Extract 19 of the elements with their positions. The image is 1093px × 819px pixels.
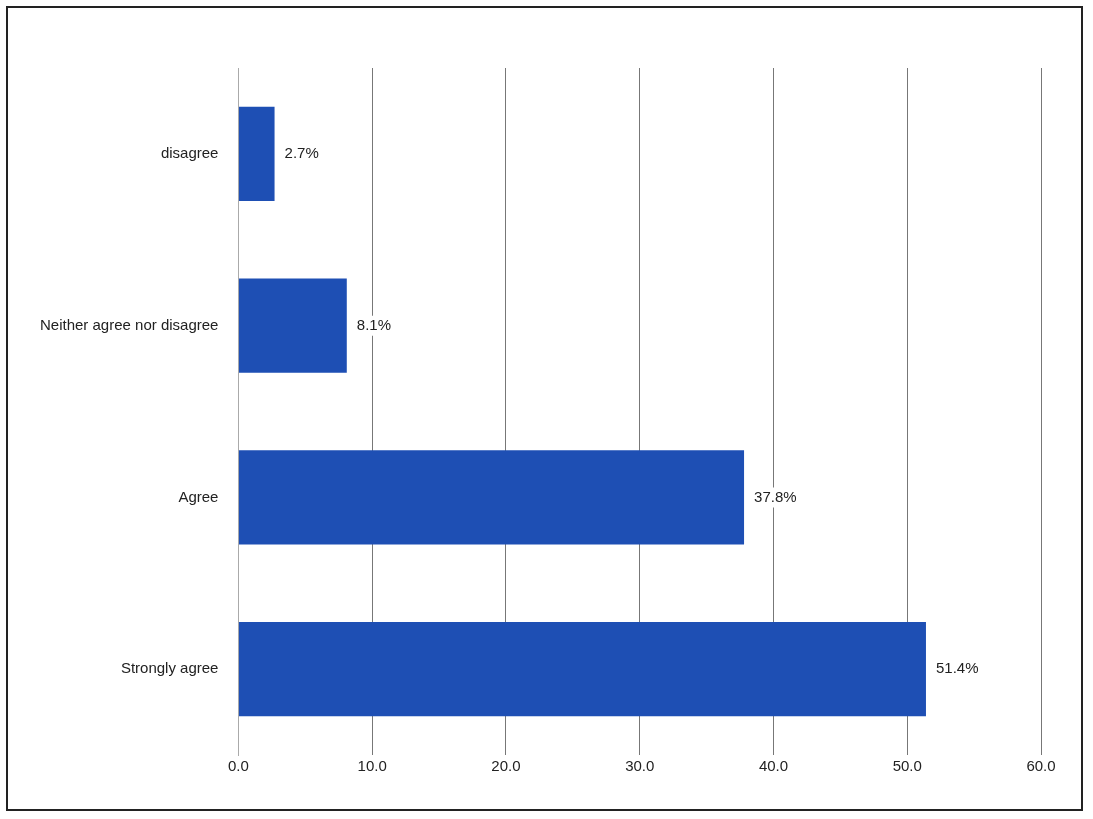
- data-label: 51.4%: [935, 659, 979, 677]
- data-label: 8.1%: [356, 315, 391, 333]
- x-tick-label: 0.0: [228, 757, 249, 775]
- x-tick-label: 20.0: [491, 757, 521, 775]
- y-tick-label: Strongly agree: [120, 659, 219, 677]
- y-tick-label: disagree: [160, 144, 219, 162]
- data-label: 2.7%: [284, 144, 319, 162]
- x-tick-label: 40.0: [758, 757, 789, 775]
- bar: [238, 278, 347, 373]
- x-tick-label: 30.0: [625, 757, 655, 775]
- x-tick-label: 10.0: [357, 757, 387, 775]
- bar: [238, 450, 745, 545]
- x-tick-label: 50.0: [892, 757, 922, 775]
- y-tick-label: Neither agree nor disagree: [39, 315, 219, 333]
- y-tick-label: Agree: [178, 487, 219, 505]
- bar: [238, 621, 926, 717]
- x-tick-label: 60.0: [1026, 757, 1056, 775]
- data-label: 37.8%: [754, 487, 797, 505]
- bar: [238, 106, 275, 202]
